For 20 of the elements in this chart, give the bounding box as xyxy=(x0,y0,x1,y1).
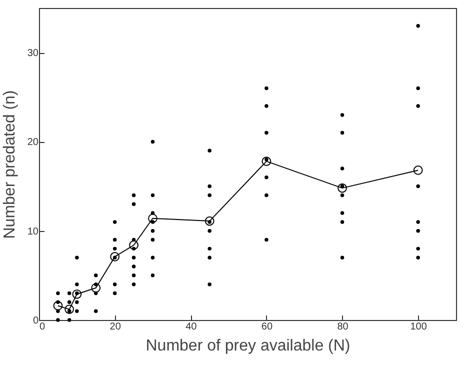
point xyxy=(91,283,101,293)
x-tick-label: 20 xyxy=(110,322,122,332)
y-tick-label: 10 xyxy=(27,226,39,238)
point xyxy=(148,214,158,224)
point xyxy=(53,301,63,310)
point xyxy=(64,304,74,314)
point xyxy=(110,252,120,262)
point xyxy=(129,240,138,250)
point xyxy=(262,156,272,166)
y-tick-label: 30 xyxy=(27,48,39,60)
x-tick-label: 40 xyxy=(186,322,198,332)
y-tick-label: 20 xyxy=(27,137,39,148)
point xyxy=(204,216,214,226)
point xyxy=(338,183,347,193)
x-tick-label: 60 xyxy=(261,322,273,332)
y-axis-title: Number predated (n) xyxy=(1,90,18,239)
x-tick-label: 80 xyxy=(337,322,349,332)
x-axis-title: Number of prey available (N) xyxy=(146,338,350,354)
x-tick-label: 100 xyxy=(410,322,428,332)
point xyxy=(413,166,423,175)
